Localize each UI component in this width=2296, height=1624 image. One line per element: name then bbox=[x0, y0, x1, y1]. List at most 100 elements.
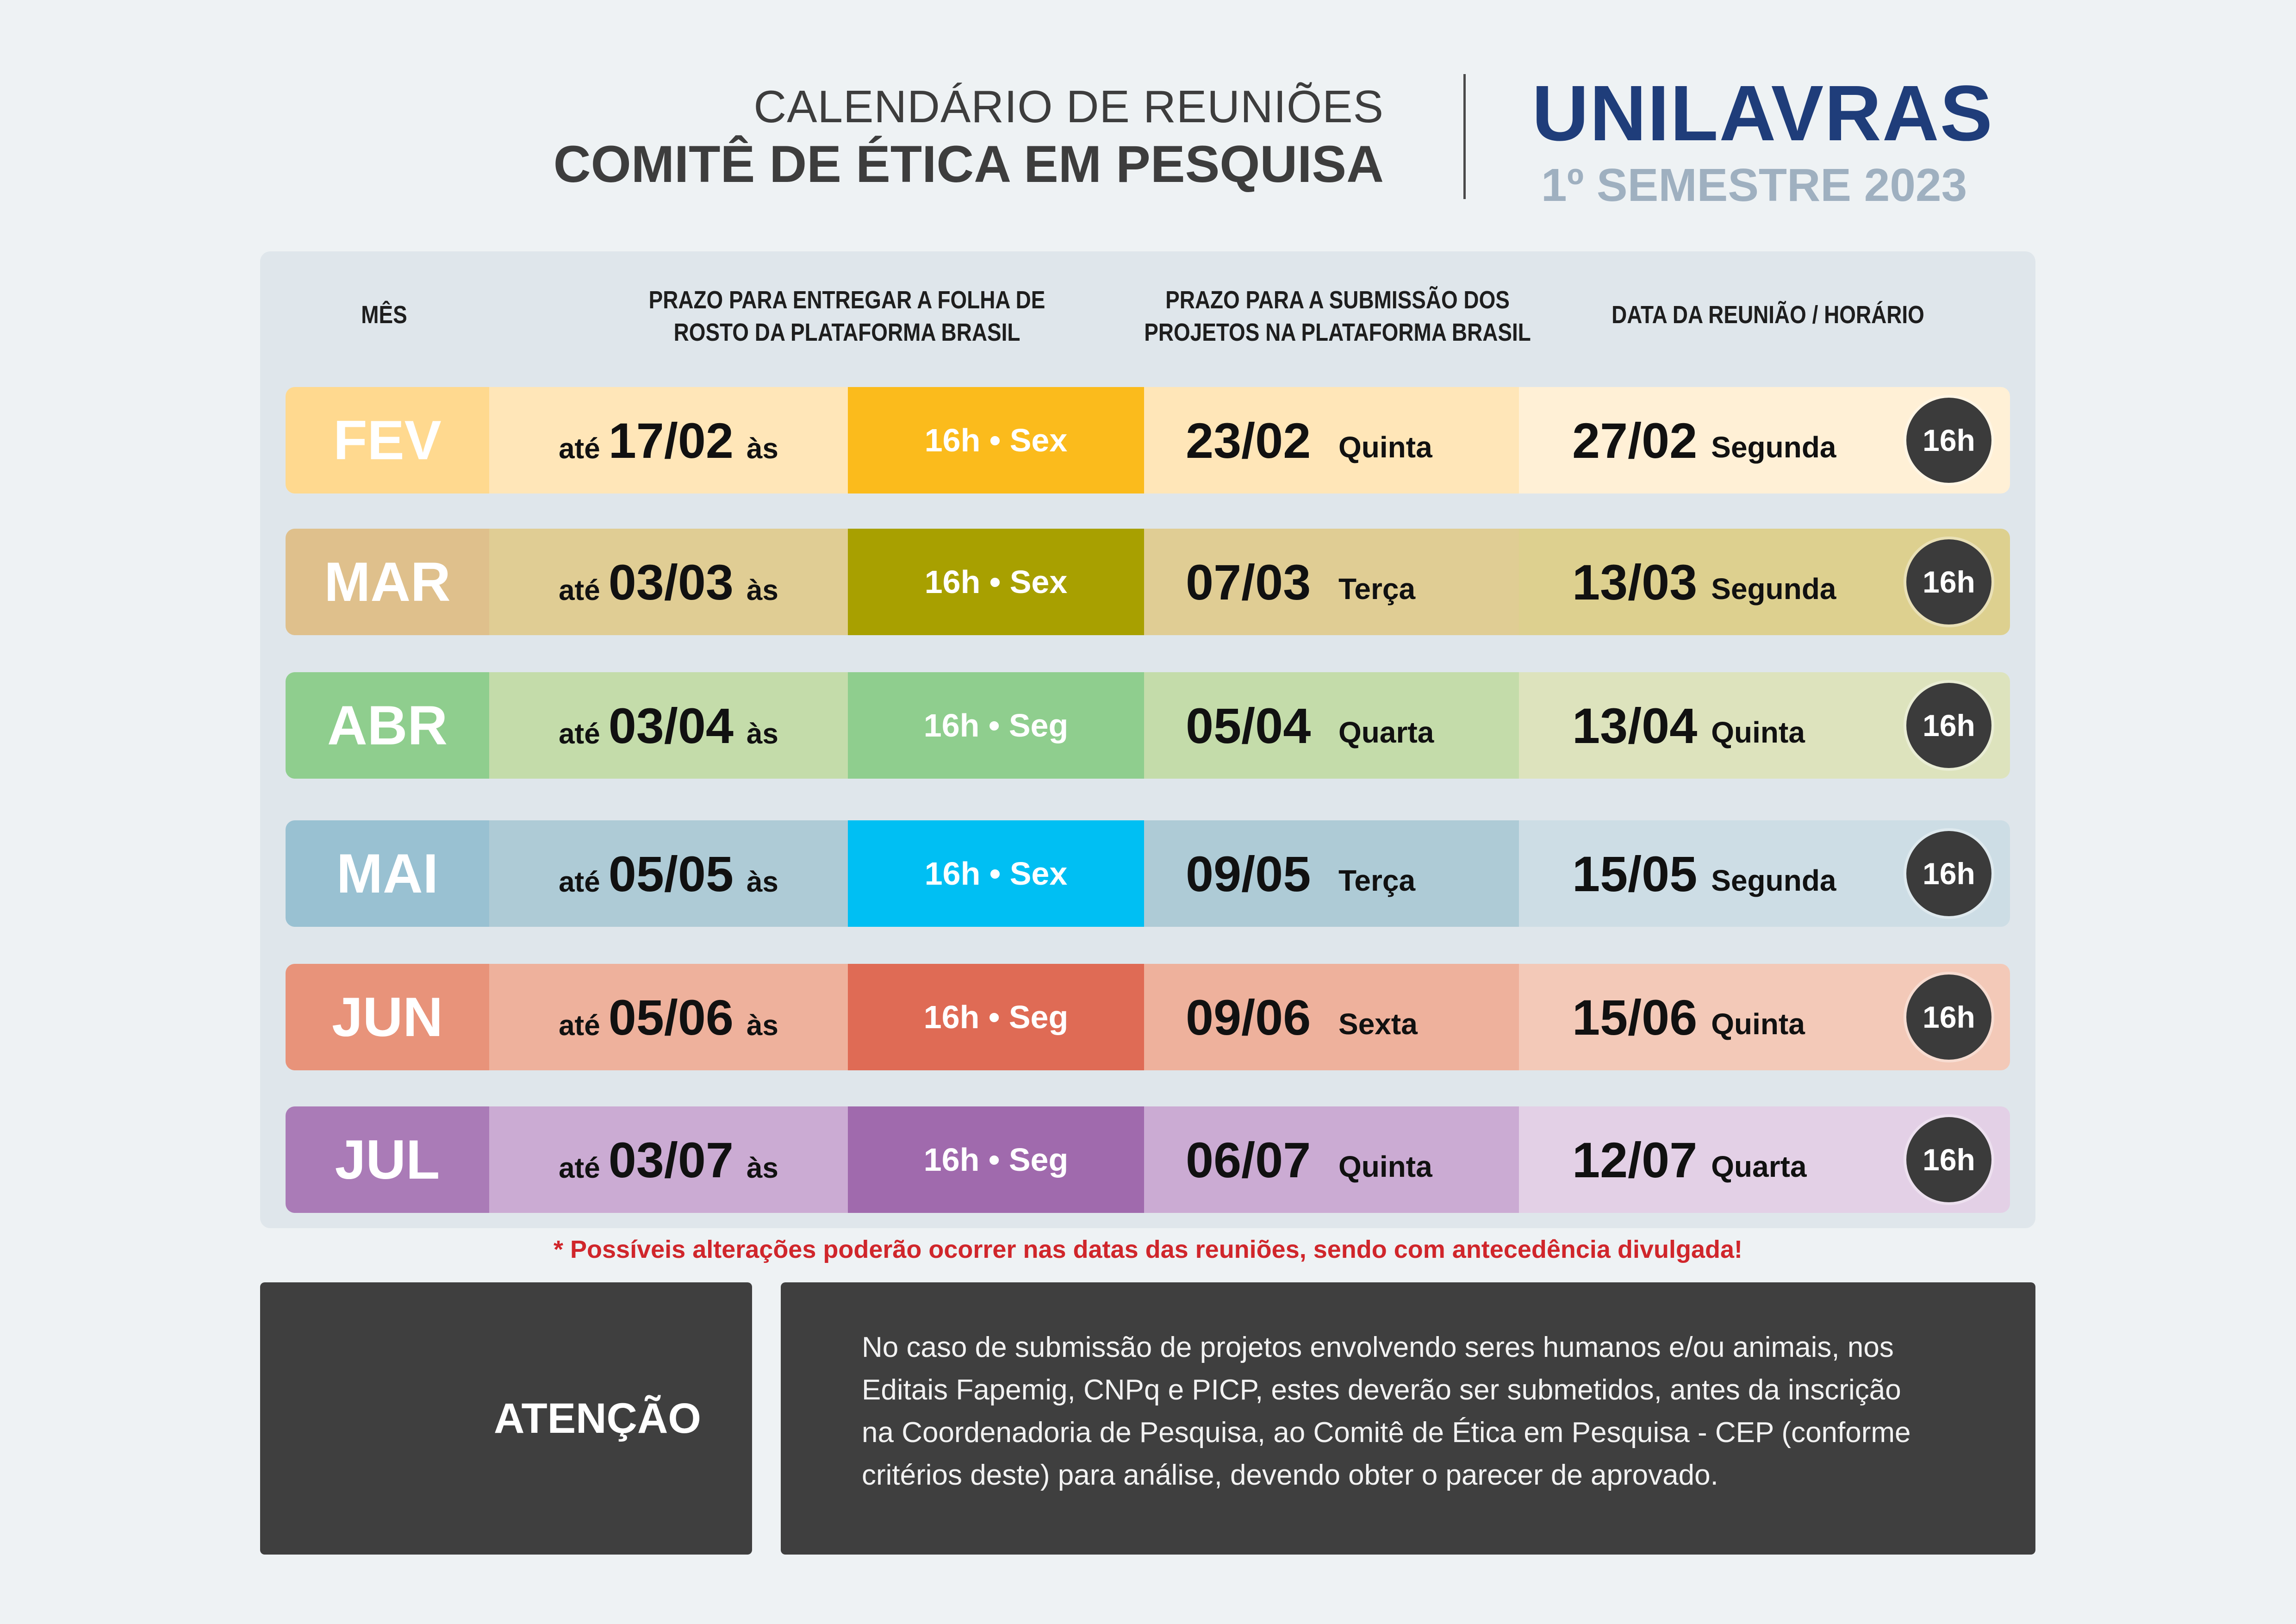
meeting-time-badge: 16h bbox=[1906, 831, 1991, 916]
meeting-weekday: Segunda bbox=[1711, 431, 1836, 464]
delivery-date: 03/03 bbox=[608, 554, 734, 610]
delivery-time: 16h • Seg bbox=[848, 964, 1144, 1070]
submission-deadline-cell: 09/06 Sexta bbox=[1144, 964, 1519, 1070]
table-row: MAI até 05/05 às 16h • Sex 09/05 Terça 15/05 Seg… bbox=[286, 820, 2010, 927]
delivery-time: 16h • Seg bbox=[848, 1106, 1144, 1213]
page-title: CALENDÁRIO DE REUNIÕES COMITÊ DE ÉTICA E… bbox=[463, 79, 1384, 194]
semester-label: 1º SEMESTRE 2023 bbox=[1541, 159, 1967, 211]
meeting-date: 13/04 bbox=[1572, 697, 1698, 754]
submission-weekday: Terça bbox=[1338, 864, 1416, 897]
delivery-deadline-cell: até 17/02 às bbox=[489, 387, 848, 493]
column-header-month: MÊS bbox=[317, 299, 451, 331]
attention-line: Editais Fapemig, CNPq e PICP, estes deve… bbox=[862, 1374, 1901, 1406]
ate-label: até bbox=[559, 1009, 600, 1042]
header-divider bbox=[1463, 74, 1466, 199]
submission-weekday: Quarta bbox=[1338, 716, 1434, 749]
meeting-date: 15/06 bbox=[1572, 989, 1698, 1045]
meeting-date: 12/07 bbox=[1572, 1131, 1698, 1188]
column-header-month-text: MÊS bbox=[361, 301, 407, 329]
submission-deadline-cell: 07/03 Terça bbox=[1144, 529, 1519, 635]
meeting-cell: 15/06 Quinta 16h bbox=[1519, 964, 2010, 1070]
meeting-weekday: Segunda bbox=[1711, 572, 1836, 606]
submission-deadline-cell: 09/05 Terça bbox=[1144, 820, 1519, 927]
meeting-cell: 15/05 Segunda 16h bbox=[1519, 820, 2010, 927]
column-header-submission-line1: PRAZO PARA A SUBMISSÃO DOS bbox=[1165, 286, 1510, 314]
meeting-weekday: Quarta bbox=[1711, 1150, 1807, 1183]
table-row: FEV até 17/02 às 16h • Sex 23/02 Quinta 27/02 Se… bbox=[286, 387, 2010, 493]
submission-deadline-cell: 05/04 Quarta bbox=[1144, 672, 1519, 779]
meeting-date: 15/05 bbox=[1572, 845, 1698, 902]
brand-logo-text: UNILAVRAS bbox=[1532, 69, 1994, 157]
attention-box: ATENÇÃO bbox=[260, 1282, 752, 1555]
table-row: ABR até 03/04 às 16h • Seg 05/04 Quarta 13/04 Qu… bbox=[286, 672, 2010, 779]
submission-date: 07/03 bbox=[1186, 554, 1311, 610]
submission-weekday: Sexta bbox=[1338, 1007, 1418, 1041]
as-label: às bbox=[746, 1009, 778, 1042]
submission-date: 23/02 bbox=[1186, 412, 1311, 468]
attention-line: No caso de submissão de projetos envolve… bbox=[862, 1331, 1894, 1363]
meeting-time-badge: 16h bbox=[1906, 974, 1991, 1060]
submission-date: 09/05 bbox=[1186, 845, 1311, 902]
column-header-delivery: PRAZO PARA ENTREGAR A FOLHA DE ROSTO DA … bbox=[627, 284, 1067, 349]
changes-notice: * Possíveis alterações poderão ocorrer n… bbox=[554, 1236, 1742, 1263]
column-header-delivery-line2: ROSTO DA PLATAFORMA BRASIL bbox=[673, 319, 1020, 346]
meeting-time-badge: 16h bbox=[1906, 398, 1991, 483]
as-label: às bbox=[746, 432, 778, 465]
title-line-2: COMITÊ DE ÉTICA EM PESQUISA bbox=[553, 135, 1384, 193]
month-cell: ABR bbox=[286, 672, 489, 779]
as-label: às bbox=[746, 1152, 778, 1184]
month-cell: MAI bbox=[286, 820, 489, 927]
column-header-submission-line2: PROJETOS NA PLATAFORMA BRASIL bbox=[1144, 319, 1531, 346]
submission-weekday: Terça bbox=[1338, 572, 1416, 606]
delivery-date: 05/06 bbox=[608, 989, 734, 1045]
meeting-date: 13/03 bbox=[1572, 554, 1698, 610]
as-label: às bbox=[746, 574, 778, 606]
as-label: às bbox=[746, 718, 778, 750]
attention-message: No caso de submissão de projetos envolve… bbox=[781, 1282, 2035, 1555]
delivery-time: 16h • Sex bbox=[848, 529, 1144, 635]
month-cell: JUN bbox=[286, 964, 489, 1070]
submission-deadline-cell: 23/02 Quinta bbox=[1144, 387, 1519, 493]
meeting-weekday: Quinta bbox=[1711, 716, 1805, 749]
delivery-date: 17/02 bbox=[608, 412, 734, 468]
meeting-weekday: Quinta bbox=[1711, 1007, 1805, 1041]
meeting-weekday: Segunda bbox=[1711, 864, 1836, 897]
brand-block: UNILAVRAS 1º SEMESTRE 2023 bbox=[1532, 69, 1993, 213]
attention-line: na Coordenadoria de Pesquisa, ao Comitê … bbox=[862, 1417, 1911, 1449]
month-cell: JUL bbox=[286, 1106, 489, 1213]
table-row: JUN até 05/06 às 16h • Seg 09/06 Sexta 15/06 Qui… bbox=[286, 964, 2010, 1070]
submission-weekday: Quinta bbox=[1338, 431, 1432, 464]
month-cell: MAR bbox=[286, 529, 489, 635]
attention-line: critérios deste) para análise, devendo o… bbox=[862, 1459, 1718, 1491]
meeting-time-badge: 16h bbox=[1906, 683, 1991, 768]
ate-label: até bbox=[559, 432, 600, 465]
ate-label: até bbox=[559, 574, 600, 606]
submission-date: 05/04 bbox=[1186, 697, 1311, 754]
column-header-meeting: DATA DA REUNIÃO / HORÁRIO bbox=[1560, 299, 1977, 331]
delivery-deadline-cell: até 05/05 às bbox=[489, 820, 848, 927]
submission-deadline-cell: 06/07 Quinta bbox=[1144, 1106, 1519, 1213]
month-cell: FEV bbox=[286, 387, 489, 493]
title-line-1: CALENDÁRIO DE REUNIÕES bbox=[753, 81, 1384, 132]
meeting-time-badge: 16h bbox=[1906, 1117, 1991, 1202]
table-row: MAR até 03/03 às 16h • Sex 07/03 Terça 13/03 Seg… bbox=[286, 529, 2010, 635]
meeting-cell: 13/03 Segunda 16h bbox=[1519, 529, 2010, 635]
delivery-deadline-cell: até 03/07 às bbox=[489, 1106, 848, 1213]
meeting-cell: 12/07 Quarta 16h bbox=[1519, 1106, 2010, 1213]
attention-title: ATENÇÃO bbox=[493, 1394, 701, 1442]
delivery-date: 03/07 bbox=[608, 1131, 734, 1188]
meeting-cell: 27/02 Segunda 16h bbox=[1519, 387, 2010, 493]
meeting-cell: 13/04 Quinta 16h bbox=[1519, 672, 2010, 779]
delivery-deadline-cell: até 03/04 às bbox=[489, 672, 848, 779]
meeting-date: 27/02 bbox=[1572, 412, 1698, 468]
submission-date: 06/07 bbox=[1186, 1131, 1311, 1188]
table-row: JUL até 03/07 às 16h • Seg 06/07 Quinta 12/07 Qu… bbox=[286, 1106, 2010, 1213]
column-header-submission: PRAZO PARA A SUBMISSÃO DOS PROJETOS NA P… bbox=[1129, 284, 1546, 349]
column-header-meeting-text: DATA DA REUNIÃO / HORÁRIO bbox=[1612, 301, 1924, 329]
ate-label: até bbox=[559, 718, 600, 750]
ate-label: até bbox=[559, 1152, 600, 1184]
delivery-time: 16h • Sex bbox=[848, 820, 1144, 927]
meeting-time-badge: 16h bbox=[1906, 539, 1991, 625]
delivery-deadline-cell: até 03/03 às bbox=[489, 529, 848, 635]
delivery-date: 03/04 bbox=[608, 697, 734, 754]
